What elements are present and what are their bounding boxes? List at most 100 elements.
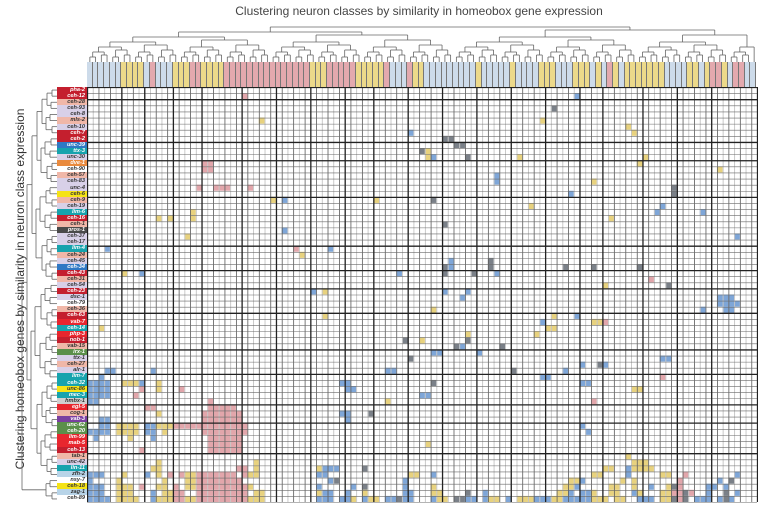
heatmap-cell	[734, 300, 740, 307]
column-header	[98, 62, 105, 87]
heatmap-cell	[716, 300, 723, 307]
heatmap-cell	[138, 386, 145, 393]
column-header	[138, 62, 145, 87]
heatmap-cell	[207, 447, 213, 454]
column-header	[229, 62, 236, 87]
heatmap-cell	[235, 410, 242, 417]
row-label-tab-1: tab-1	[57, 452, 87, 459]
heatmap-cell	[144, 404, 150, 411]
heatmap-cell	[104, 392, 110, 399]
column-header	[178, 62, 185, 87]
heatmap-cell	[482, 489, 488, 496]
heatmap-cell	[224, 422, 231, 429]
heatmap-cell	[631, 477, 637, 484]
column-header	[378, 62, 385, 87]
heatmap-cell	[556, 495, 563, 502]
heatmap-cell	[241, 489, 248, 496]
heatmap-cell	[201, 428, 208, 435]
heatmap-cell	[235, 495, 242, 502]
heatmap-cell	[218, 434, 225, 441]
column-header	[595, 62, 602, 87]
heatmap-cell	[212, 471, 219, 478]
heatmap-cell	[92, 434, 99, 441]
heatmap-cell	[338, 495, 345, 502]
heatmap-cell	[201, 489, 208, 496]
heatmap-cell	[98, 471, 105, 478]
heatmap-cell	[642, 154, 649, 161]
heatmap-cell	[671, 184, 677, 191]
heatmap-cell	[430, 306, 437, 313]
heatmap-cell	[401, 489, 408, 496]
heatmap-cell	[144, 422, 150, 429]
heatmap-cell	[201, 477, 208, 484]
heatmap-cell	[716, 294, 723, 301]
heatmap-cell	[321, 471, 328, 478]
column-header	[218, 62, 225, 87]
column-header	[252, 62, 259, 87]
heatmap-cell	[459, 343, 465, 350]
row-label-pros-1: pros-1	[57, 227, 87, 234]
heatmap-cell	[430, 379, 437, 387]
heatmap-cell	[218, 471, 225, 478]
heatmap-cell	[241, 422, 248, 429]
heatmap-cell	[218, 477, 225, 484]
heatmap-cell	[207, 422, 213, 429]
heatmap-cell	[424, 148, 431, 155]
heatmap-cell	[619, 477, 626, 484]
row-label-mec-3: mec-3	[57, 391, 87, 398]
heatmap-cell	[579, 477, 586, 484]
column-header	[567, 62, 574, 87]
heatmap-cell	[92, 386, 99, 393]
heatmap-cell	[92, 495, 99, 502]
heatmap-cell	[539, 495, 546, 502]
heatmap-cell	[98, 392, 105, 399]
column-header	[412, 62, 419, 87]
heatmap-cell	[659, 471, 666, 478]
heatmap-cell	[104, 428, 110, 435]
heatmap-cell	[590, 495, 597, 502]
heatmap-cell	[631, 386, 637, 393]
row-label-ceh-90: ceh-90	[57, 166, 87, 173]
column-header	[721, 62, 728, 87]
heatmap-cell	[298, 251, 305, 258]
column-header	[327, 62, 333, 87]
heatmap-cell	[92, 489, 99, 496]
heatmap-cell	[115, 489, 122, 496]
heatmap-cell	[579, 495, 586, 502]
heatmap-cell	[636, 459, 643, 466]
column-header	[424, 62, 431, 87]
heatmap-cell	[619, 495, 626, 502]
heatmap-cell	[401, 337, 408, 344]
column-header	[550, 62, 556, 87]
heatmap-cell	[665, 483, 672, 490]
heatmap-cell	[493, 495, 500, 502]
heatmap-cell	[676, 489, 683, 496]
heatmap-cell	[230, 422, 236, 429]
heatmap-cell	[258, 495, 265, 502]
row-label-ceh-45: ceh-45	[57, 257, 87, 264]
column-header	[464, 62, 471, 87]
heatmap-cell	[224, 489, 231, 496]
heatmap-cell	[505, 495, 511, 502]
column-header	[92, 62, 99, 87]
heatmap-cell	[172, 495, 179, 502]
heatmap-cell	[722, 300, 729, 307]
heatmap-cell	[241, 483, 248, 490]
heatmap-cell	[161, 495, 168, 502]
heatmap-cell	[224, 477, 231, 484]
heatmap-cell	[224, 428, 231, 435]
heatmap-cell	[212, 477, 219, 484]
heatmap-cell	[207, 440, 213, 448]
heatmap-cell	[447, 257, 454, 264]
heatmap-cell	[98, 428, 105, 435]
heatmap-cell	[218, 416, 225, 423]
heatmap-cell	[384, 398, 391, 405]
heatmap-cell	[665, 489, 672, 496]
heatmap-cell	[613, 489, 620, 496]
heatmap-cell	[596, 318, 603, 326]
heatmap-cell	[510, 367, 517, 374]
column-header	[538, 62, 545, 87]
heatmap-cell	[636, 465, 643, 472]
heatmap-cell	[195, 489, 202, 496]
heatmap-cell	[464, 337, 471, 344]
